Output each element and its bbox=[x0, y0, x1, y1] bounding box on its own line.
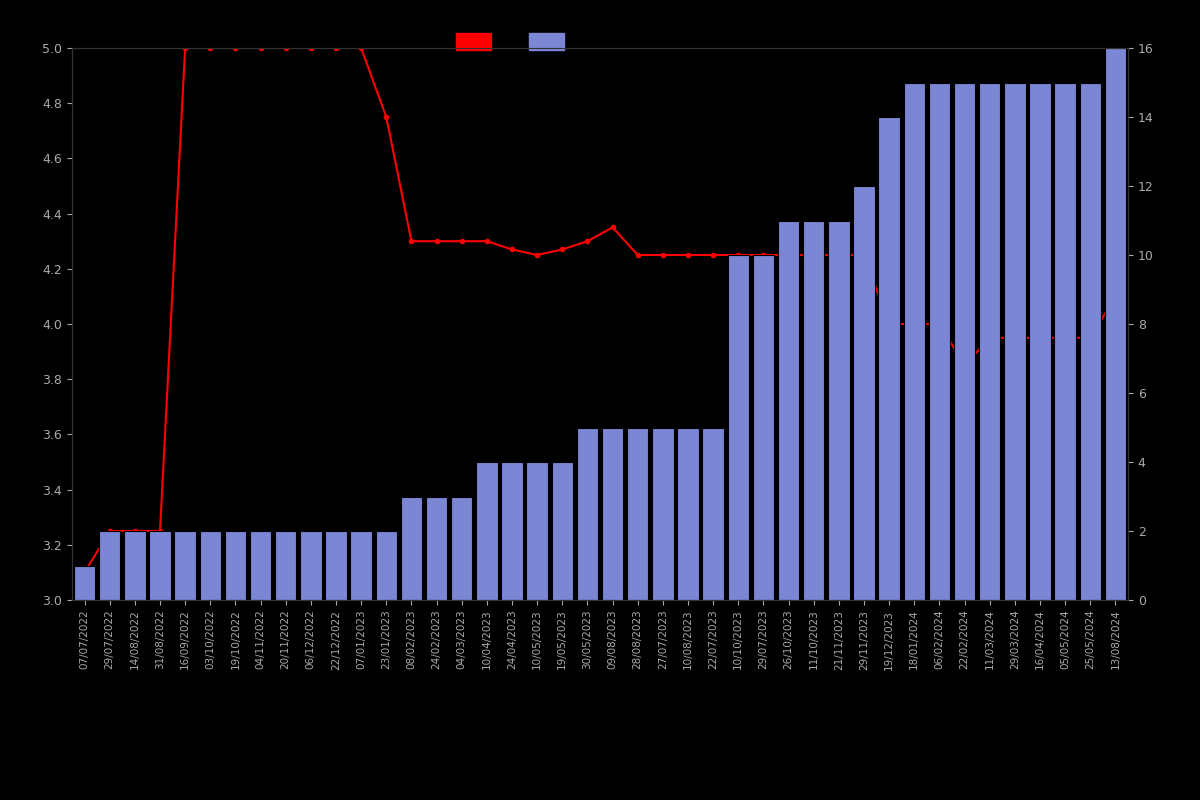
Bar bbox=[878, 117, 900, 600]
Bar bbox=[778, 221, 799, 600]
Bar bbox=[1080, 82, 1100, 600]
Bar bbox=[652, 427, 673, 600]
Bar bbox=[401, 497, 422, 600]
Bar bbox=[74, 566, 95, 600]
Bar bbox=[929, 82, 950, 600]
Bar bbox=[1030, 82, 1051, 600]
Bar bbox=[1004, 82, 1026, 600]
Bar bbox=[376, 531, 397, 600]
Bar bbox=[602, 427, 623, 600]
Bar bbox=[954, 82, 976, 600]
Bar bbox=[250, 531, 271, 600]
Bar bbox=[853, 186, 875, 600]
Bar bbox=[350, 531, 372, 600]
Bar bbox=[174, 531, 196, 600]
Bar bbox=[1055, 82, 1076, 600]
Bar bbox=[577, 427, 598, 600]
Bar bbox=[702, 427, 724, 600]
Bar bbox=[124, 531, 145, 600]
Bar bbox=[149, 531, 170, 600]
Bar bbox=[628, 427, 648, 600]
Bar bbox=[451, 497, 473, 600]
Bar bbox=[527, 462, 548, 600]
Bar bbox=[502, 462, 523, 600]
Bar bbox=[476, 462, 498, 600]
Bar bbox=[552, 462, 572, 600]
Bar bbox=[828, 221, 850, 600]
Legend: , : , bbox=[450, 27, 581, 55]
Bar bbox=[752, 255, 774, 600]
Bar bbox=[199, 531, 221, 600]
Bar bbox=[100, 531, 120, 600]
Bar bbox=[224, 531, 246, 600]
Bar bbox=[803, 221, 824, 600]
Bar bbox=[727, 255, 749, 600]
Bar bbox=[1105, 48, 1126, 600]
Bar bbox=[325, 531, 347, 600]
Bar bbox=[979, 82, 1001, 600]
Bar bbox=[426, 497, 448, 600]
Bar bbox=[300, 531, 322, 600]
Bar bbox=[275, 531, 296, 600]
Bar bbox=[677, 427, 698, 600]
Bar bbox=[904, 82, 925, 600]
